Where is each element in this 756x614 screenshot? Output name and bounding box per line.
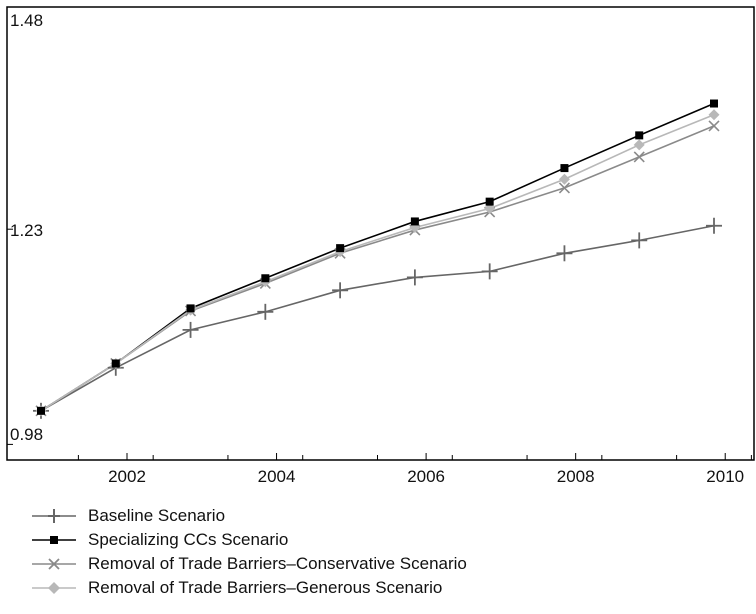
x-tick-label: 2002 (108, 467, 146, 486)
y-tick-label: 1.48 (10, 11, 43, 30)
point-marker-square (485, 197, 494, 206)
point-marker-plus (556, 245, 573, 262)
line-chart: 2002 2004 2006 2008 2010 1.48 1.23 0.98 (6, 6, 755, 486)
point-marker-square (336, 244, 345, 253)
x-tick-label: 2006 (407, 467, 445, 486)
legend-label-baseline: Baseline Scenario (88, 506, 226, 525)
legend-item-specializing: Specializing CCs Scenario (30, 529, 650, 553)
point-marker-square (186, 304, 195, 313)
diamond-marker-icon (32, 582, 76, 594)
point-marker-plus (631, 232, 648, 249)
y-axis: 1.48 1.23 0.98 (7, 6, 43, 445)
point-marker-square (261, 274, 270, 283)
square-marker-icon (32, 536, 76, 544)
series-line-1 (40, 102, 715, 412)
point-marker-square (410, 217, 419, 226)
x-tick-label: 2008 (557, 467, 595, 486)
series-line-2 (40, 125, 715, 412)
point-marker-square (111, 359, 120, 368)
legend-label-specializing: Specializing CCs Scenario (88, 530, 289, 549)
x-tick-label: 2004 (258, 467, 296, 486)
point-marker-plus (257, 303, 274, 320)
point-marker-plus (406, 269, 423, 286)
x-axis: 2002 2004 2006 2008 2010 (77, 453, 752, 486)
point-marker-plus (481, 263, 498, 280)
point-marker-diamond (558, 173, 570, 185)
series-markers (33, 99, 722, 419)
point-marker-diamond (708, 109, 720, 121)
plot-frame (6, 6, 755, 461)
y-tick-label: 0.98 (10, 425, 43, 444)
series-lines (40, 102, 715, 412)
point-marker-x (633, 151, 645, 163)
point-marker-square (635, 131, 644, 140)
series-line-0 (40, 224, 715, 412)
legend-label-conservative: Removal of Trade Barriers–Conservative S… (88, 554, 467, 573)
point-marker-x (708, 120, 720, 132)
plus-marker-icon (32, 509, 76, 523)
point-marker-square (37, 406, 45, 415)
y-tick-label: 1.23 (10, 221, 43, 240)
legend-label-generous: Removal of Trade Barriers–Generous Scena… (88, 578, 443, 597)
point-marker-plus (706, 217, 722, 234)
point-marker-x (558, 182, 571, 194)
legend-item-baseline: Baseline Scenario (30, 505, 650, 529)
point-marker-plus (332, 282, 349, 299)
legend-item-conservative: Removal of Trade Barriers–Conservative S… (30, 553, 650, 577)
series-line-3 (40, 113, 715, 412)
point-marker-square (560, 164, 569, 173)
point-marker-square (710, 99, 718, 108)
x-tick-label: 2010 (706, 467, 744, 486)
point-marker-diamond (633, 139, 645, 151)
x-marker-icon (32, 558, 76, 570)
point-marker-diamond (484, 203, 496, 215)
point-marker-plus (182, 321, 199, 338)
legend-item-generous: Removal of Trade Barriers–Generous Scena… (30, 577, 650, 601)
